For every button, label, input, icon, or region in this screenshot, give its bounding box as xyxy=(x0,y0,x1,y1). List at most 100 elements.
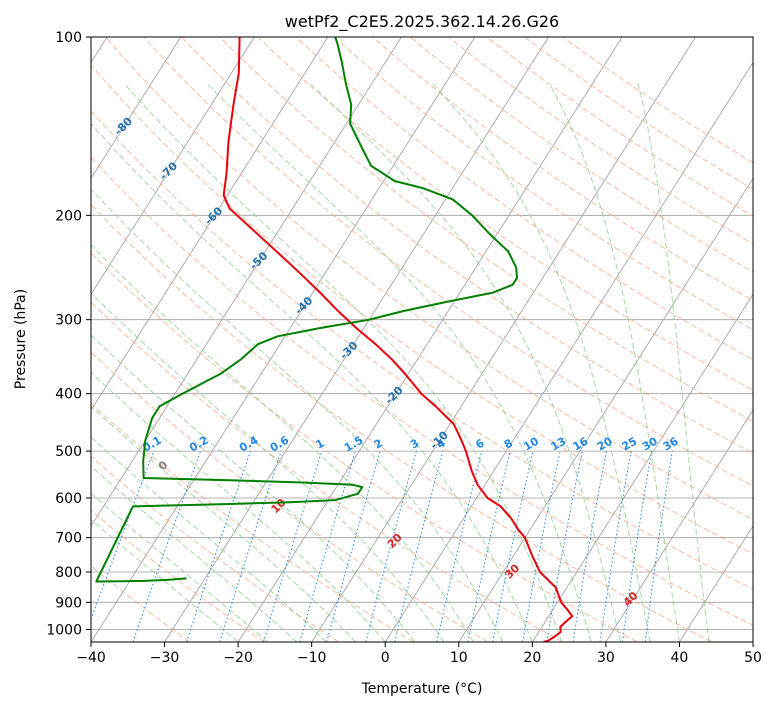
x-axis-ticks: −40 −30 −20 −10 0 10 20 30 40 50 xyxy=(76,642,762,666)
isotherm-line xyxy=(164,37,549,642)
dry-adiabats xyxy=(91,37,753,642)
y-axis-ticks: 100 200 300 400 500 600 700 800 900 1000 xyxy=(46,30,91,638)
dry-adiabat xyxy=(91,110,753,590)
x-tick-label: −10 xyxy=(297,650,327,666)
temperature-line xyxy=(222,37,574,642)
moist-adiabat xyxy=(91,518,239,642)
mixing-ratio-label: 16 xyxy=(571,434,591,453)
isotherm-line xyxy=(91,37,402,527)
isotherm-line xyxy=(384,61,753,642)
x-tick-label: −20 xyxy=(223,650,253,666)
dry-adiabat xyxy=(91,156,753,627)
y-tick-label: 1000 xyxy=(46,622,82,638)
isotherm-line xyxy=(237,37,623,642)
moist-adiabat xyxy=(124,83,563,642)
y-tick-label: 100 xyxy=(55,30,82,46)
mixing-ratio-line xyxy=(132,450,202,642)
sounding-series xyxy=(95,37,574,642)
isotherm-line xyxy=(91,37,182,180)
dry-adiabat-label: 20 xyxy=(385,531,405,551)
moist-adiabat xyxy=(91,405,357,642)
moist-adiabat xyxy=(91,188,504,642)
dry-adiabat xyxy=(91,204,713,642)
moist-adiabat xyxy=(91,292,445,642)
dewpoint-line xyxy=(95,37,518,583)
isotherm-line xyxy=(605,409,753,642)
isotherm-line xyxy=(91,37,329,411)
moist-adiabats xyxy=(91,83,710,642)
mixing-ratio-label: 13 xyxy=(549,435,569,454)
mixing-ratio-lines xyxy=(91,450,673,642)
x-tick-label: 0 xyxy=(381,650,390,666)
mixing-ratio-label: 6 xyxy=(473,436,486,451)
isotherm-label: -50 xyxy=(247,249,270,272)
isotherm-line xyxy=(91,37,255,296)
y-tick-label: 800 xyxy=(55,565,82,581)
dry-adiabat xyxy=(295,37,753,361)
y-tick-label: 400 xyxy=(55,387,82,403)
mixing-ratio-label: 25 xyxy=(620,435,640,454)
mixing-ratio-line xyxy=(219,450,282,642)
dry-adiabat xyxy=(371,37,753,302)
isotherm-label: -90 xyxy=(67,70,90,93)
y-axis-label: Pressure (hPa) xyxy=(13,289,29,389)
mixing-ratio-line xyxy=(599,451,632,642)
dry-adiabat xyxy=(91,509,265,642)
dry-adiabat xyxy=(91,252,638,642)
mixing-ratio-line xyxy=(622,451,653,642)
mixing-ratio-label: 10 xyxy=(521,434,541,453)
dry-adiabat xyxy=(219,37,753,422)
y-tick-label: 300 xyxy=(55,313,82,329)
dry-adiabat xyxy=(105,37,753,521)
dry-adiabat xyxy=(91,301,563,642)
dry-adiabat xyxy=(257,37,753,391)
mixing-ratio-label: 3 xyxy=(408,437,421,452)
moist-adiabat xyxy=(549,83,680,642)
isotherm-label: -40 xyxy=(292,294,315,317)
y-tick-label: 700 xyxy=(55,531,82,547)
x-tick-label: 20 xyxy=(523,650,541,666)
dry-adiabat-label: 0 xyxy=(156,458,171,473)
isotherm-label: -100 xyxy=(19,22,48,51)
dry-adiabat xyxy=(409,37,753,273)
isotherm-line xyxy=(531,293,753,642)
moist-adiabat xyxy=(91,492,268,642)
moist-adiabat xyxy=(91,244,474,642)
mixing-ratio-line xyxy=(365,450,417,642)
dry-adiabat-label: 10 xyxy=(269,496,289,516)
dry-adiabat xyxy=(91,455,340,642)
isotherm-line xyxy=(311,37,696,642)
mixing-ratio-label: 1 xyxy=(313,437,326,452)
moist-adiabat xyxy=(310,83,622,642)
x-tick-label: 40 xyxy=(671,650,689,666)
dry-adiabat xyxy=(143,37,753,487)
isotherm-line xyxy=(679,525,753,642)
isotherm-label: -20 xyxy=(382,384,405,407)
x-tick-label: 10 xyxy=(450,650,468,666)
dry-adiabat xyxy=(333,37,753,331)
x-axis-label: Temperature (°C) xyxy=(361,681,483,697)
mixing-ratio-label: 2 xyxy=(372,437,385,452)
isotherm-label: -70 xyxy=(157,159,180,182)
dry-adiabat xyxy=(562,37,753,164)
y-tick-label: 500 xyxy=(55,444,82,460)
isotherm-label: -10 xyxy=(428,428,451,451)
plot-frame xyxy=(90,36,754,643)
x-tick-label: −40 xyxy=(76,650,106,666)
isotherm-line xyxy=(458,177,753,642)
isotherm-label: -30 xyxy=(337,339,360,362)
reference-line-labels: 0.1 0.2 0.4 0.6 1 1.5 2 3 4 6 8 10 13 16 20 25 30 36-100-… xyxy=(19,22,681,609)
mixing-ratio-line xyxy=(186,450,251,642)
isotherm-lines xyxy=(91,37,753,642)
x-tick-label: 50 xyxy=(744,650,762,666)
isotherm-line xyxy=(91,37,476,642)
moist-adiabat xyxy=(91,436,327,642)
dry-adiabat xyxy=(91,64,753,555)
x-tick-label: −30 xyxy=(150,650,180,666)
isotherm-label: -80 xyxy=(112,114,135,137)
moist-adiabat xyxy=(432,83,651,642)
mixing-ratio-line xyxy=(263,450,323,642)
isotherm-line xyxy=(752,641,753,642)
moist-adiabat xyxy=(637,83,710,642)
